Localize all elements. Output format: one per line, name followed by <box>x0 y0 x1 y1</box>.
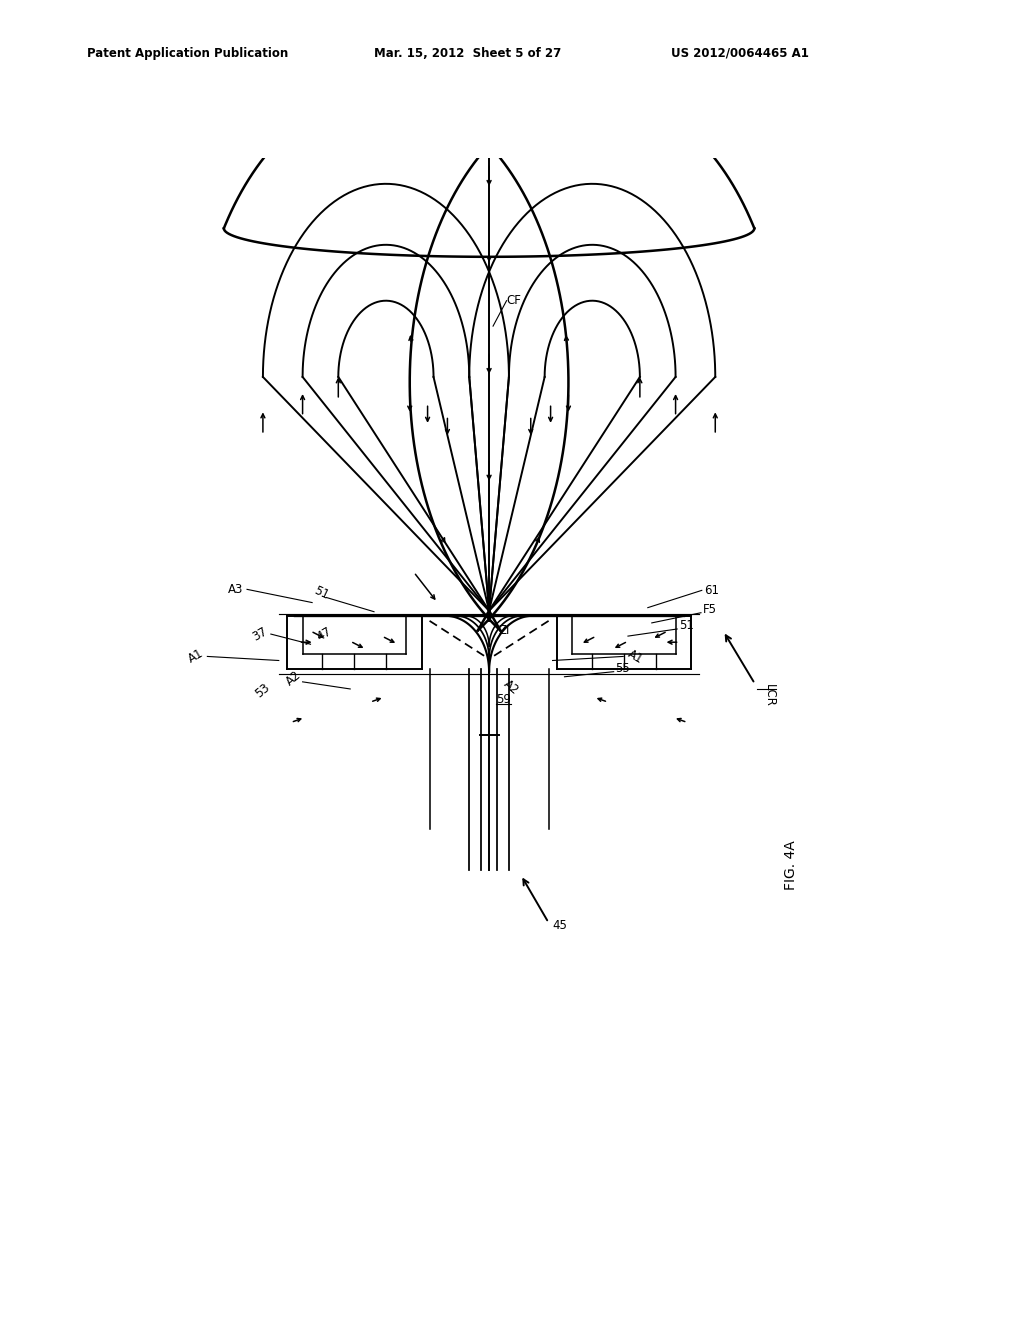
Text: 61: 61 <box>705 583 719 597</box>
Text: 45: 45 <box>553 919 567 932</box>
Text: FIG. 4A: FIG. 4A <box>783 840 798 890</box>
Text: US 2012/0064465 A1: US 2012/0064465 A1 <box>671 46 809 59</box>
Text: 53: 53 <box>253 681 272 701</box>
Text: LCR: LCR <box>763 684 776 706</box>
Text: F5: F5 <box>703 603 718 616</box>
Text: A2: A2 <box>284 669 304 689</box>
Text: A1: A1 <box>626 647 645 667</box>
Text: 59: 59 <box>497 693 511 706</box>
Text: Mar. 15, 2012  Sheet 5 of 27: Mar. 15, 2012 Sheet 5 of 27 <box>374 46 561 59</box>
Text: 51: 51 <box>680 619 694 632</box>
Text: CF: CF <box>507 294 521 308</box>
Text: A1: A1 <box>185 647 206 667</box>
Text: 51: 51 <box>312 585 331 602</box>
Text: ZI: ZI <box>499 623 510 636</box>
Text: Patent Application Publication: Patent Application Publication <box>87 46 289 59</box>
Text: A2: A2 <box>501 677 521 697</box>
Text: 37: 37 <box>250 624 269 643</box>
Text: 47: 47 <box>314 624 334 643</box>
Text: 55: 55 <box>615 663 630 675</box>
Text: A3: A3 <box>227 583 243 595</box>
